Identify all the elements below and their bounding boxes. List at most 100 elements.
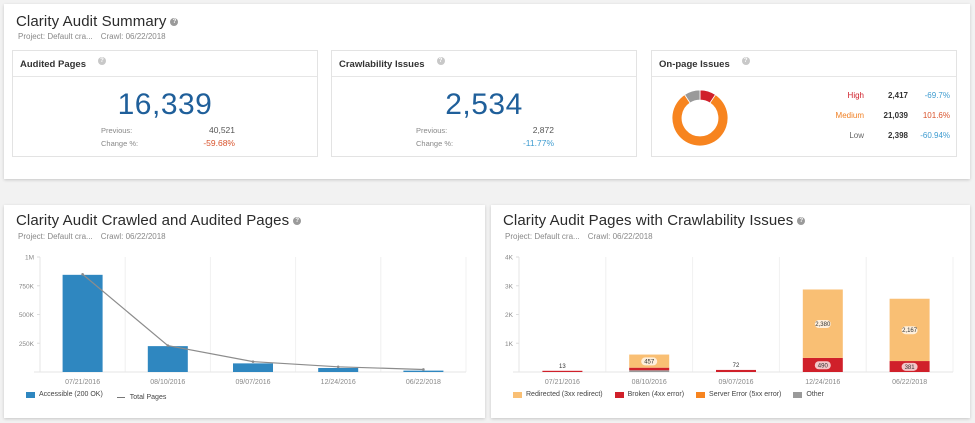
- legend-swatch: [614, 391, 624, 398]
- crawlability-chart-meta: Project: Default cra... Crawl: 06/22/2018: [505, 232, 653, 241]
- issue-row-high[interactable]: High 2,417 -69.7%: [652, 91, 956, 103]
- project-label[interactable]: Project: Default cra...: [18, 32, 93, 41]
- issue-change: 101.6%: [922, 111, 950, 120]
- summary-title: Clarity Audit Summary?: [16, 13, 179, 30]
- bar-broken[interactable]: [716, 369, 756, 372]
- x-tick-label: 08/10/2016: [632, 379, 667, 386]
- crawled-chart-legend: Accessible (200 OK) Total Pages: [26, 391, 178, 401]
- crawlability-issues-card: Crawlability Issues? 2,534 Previous: 2,8…: [331, 50, 637, 157]
- bar-accessible[interactable]: [233, 363, 273, 372]
- issue-change: -69.7%: [924, 91, 950, 100]
- help-icon[interactable]: ?: [436, 57, 445, 65]
- help-icon[interactable]: ?: [797, 217, 806, 226]
- line-point-total-pages[interactable]: [81, 272, 84, 276]
- onpage-issues-card: On-page Issues? High 2,417 -69.7% Medium 21,…: [651, 50, 957, 157]
- change-value: -11.77%: [522, 138, 554, 148]
- issue-row-medium[interactable]: Medium 21,039 101.6%: [652, 111, 956, 123]
- bar-broken[interactable]: [629, 367, 670, 371]
- data-label: 72: [733, 363, 740, 369]
- crawl-label[interactable]: Crawl: 06/22/2018: [100, 232, 166, 241]
- x-tick-label: 09/07/2016: [235, 379, 270, 386]
- audited-pages-title: Audited Pages?: [20, 57, 106, 70]
- legend-item-broken[interactable]: Broken (4xx error): [614, 391, 685, 398]
- crawlability-chart-title: Clarity Audit Pages with Crawlability Is…: [503, 212, 806, 229]
- bar-accessible[interactable]: [62, 274, 103, 372]
- crawled-chart-meta: Project: Default cra... Crawl: 06/22/2018: [18, 232, 166, 241]
- data-label: 490: [818, 363, 829, 369]
- onpage-issues-donut[interactable]: [670, 88, 730, 148]
- audited-pages-value: 16,339: [117, 88, 213, 121]
- legend-item-accessible[interactable]: Accessible (200 OK): [26, 391, 103, 398]
- issue-count: 21,039: [883, 111, 908, 120]
- data-label-bg: [901, 326, 918, 335]
- crawlability-issues-chart: 1K 2K 3K 4K 13 07/21/2016 457 08/10/2016 72 09/07…: [505, 255, 954, 386]
- bar-other[interactable]: [629, 370, 670, 372]
- legend-item-total-pages[interactable]: Total Pages: [116, 394, 166, 401]
- help-icon[interactable]: ?: [170, 18, 179, 27]
- previous-value: 40,521: [209, 125, 235, 135]
- issue-severity-label: High: [847, 91, 864, 100]
- legend-item-server[interactable]: Server Error (5xx error): [696, 391, 781, 398]
- y-tick-label: 3K: [505, 283, 514, 290]
- crawlability-issues-title: Crawlability Issues?: [339, 57, 445, 70]
- help-icon[interactable]: ?: [741, 57, 750, 65]
- help-icon[interactable]: ?: [293, 217, 302, 226]
- y-tick-label: 750K: [19, 283, 35, 290]
- crawled-audited-chart: 250K 500K 750K 1M 07/21/2016 08/10/2016 09/07/…: [19, 255, 467, 386]
- crawled-chart-title: Clarity Audit Crawled and Audited Pages?: [16, 212, 302, 229]
- line-point-total-pages[interactable]: [166, 344, 170, 347]
- data-label-bg: [814, 361, 831, 370]
- crawl-label[interactable]: Crawl: 06/22/2018: [100, 32, 166, 41]
- issue-count: 2,417: [887, 91, 908, 100]
- issue-count: 2,398: [887, 131, 908, 140]
- data-label: 13: [559, 364, 566, 370]
- bar-broken[interactable]: [542, 370, 583, 372]
- crawlability-chart-legend: Redirected (3xx redirect) Broken (4xx err…: [513, 391, 836, 400]
- line-total-pages[interactable]: [82, 273, 424, 371]
- x-tick-label: 09/07/2016: [718, 379, 753, 386]
- data-label-bg: [901, 362, 918, 371]
- x-tick-label: 08/10/2016: [150, 379, 185, 386]
- x-tick-label: 07/21/2016: [65, 379, 100, 386]
- x-tick-label: 12/24/2016: [805, 379, 840, 386]
- data-label: 457: [644, 359, 655, 365]
- previous-value: 2,872: [532, 125, 554, 135]
- onpage-issues-title: On-page Issues?: [659, 57, 750, 70]
- donut-slice-low[interactable]: [684, 89, 701, 104]
- y-tick-label: 500K: [19, 312, 35, 319]
- line-point-total-pages[interactable]: [336, 365, 340, 369]
- legend-swatch: [696, 391, 706, 398]
- change-label: Change %:: [416, 139, 454, 148]
- donut-slice-medium[interactable]: [671, 94, 729, 147]
- bar-accessible[interactable]: [403, 370, 444, 372]
- issue-row-low[interactable]: Low 2,398 -60.94%: [652, 131, 956, 143]
- help-icon[interactable]: ?: [98, 57, 106, 65]
- project-label[interactable]: Project: Default cra...: [18, 232, 93, 241]
- legend-item-redirected[interactable]: Redirected (3xx redirect): [513, 391, 603, 398]
- x-tick-label: 12/24/2016: [321, 379, 356, 386]
- x-tick-label: 07/21/2016: [545, 379, 580, 386]
- crawlability-chart-panel: Clarity Audit Pages with Crawlability Is…: [491, 205, 970, 418]
- previous-label: Previous:: [416, 126, 448, 135]
- crawled-audited-panel: Clarity Audit Crawled and Audited Pages?…: [4, 205, 485, 418]
- project-label[interactable]: Project: Default cra...: [505, 232, 580, 241]
- legend-label: Redirected (3xx redirect): [526, 391, 603, 398]
- legend-label: Broken (4xx error): [627, 391, 685, 398]
- legend-label: Other: [806, 391, 824, 398]
- legend-item-other[interactable]: Other: [793, 391, 824, 398]
- bar-accessible[interactable]: [318, 367, 359, 372]
- data-label: 2,380: [815, 322, 831, 328]
- y-tick-label: 4K: [505, 255, 514, 262]
- crawl-label[interactable]: Crawl: 06/22/2018: [587, 232, 653, 241]
- legend-swatch: [513, 391, 522, 398]
- line-point-total-pages[interactable]: [251, 360, 255, 363]
- y-tick-label: 250K: [19, 341, 35, 348]
- y-tick-label: 2K: [505, 312, 514, 319]
- bar-accessible[interactable]: [147, 346, 188, 372]
- data-label-bg: [814, 320, 831, 328]
- summary-panel: Clarity Audit Summary? Project: Default …: [4, 4, 970, 179]
- data-label-bg: [641, 357, 658, 366]
- x-tick-label: 06/22/2018: [406, 379, 441, 386]
- line-point-total-pages[interactable]: [422, 368, 425, 371]
- issue-change: -60.94%: [920, 131, 950, 140]
